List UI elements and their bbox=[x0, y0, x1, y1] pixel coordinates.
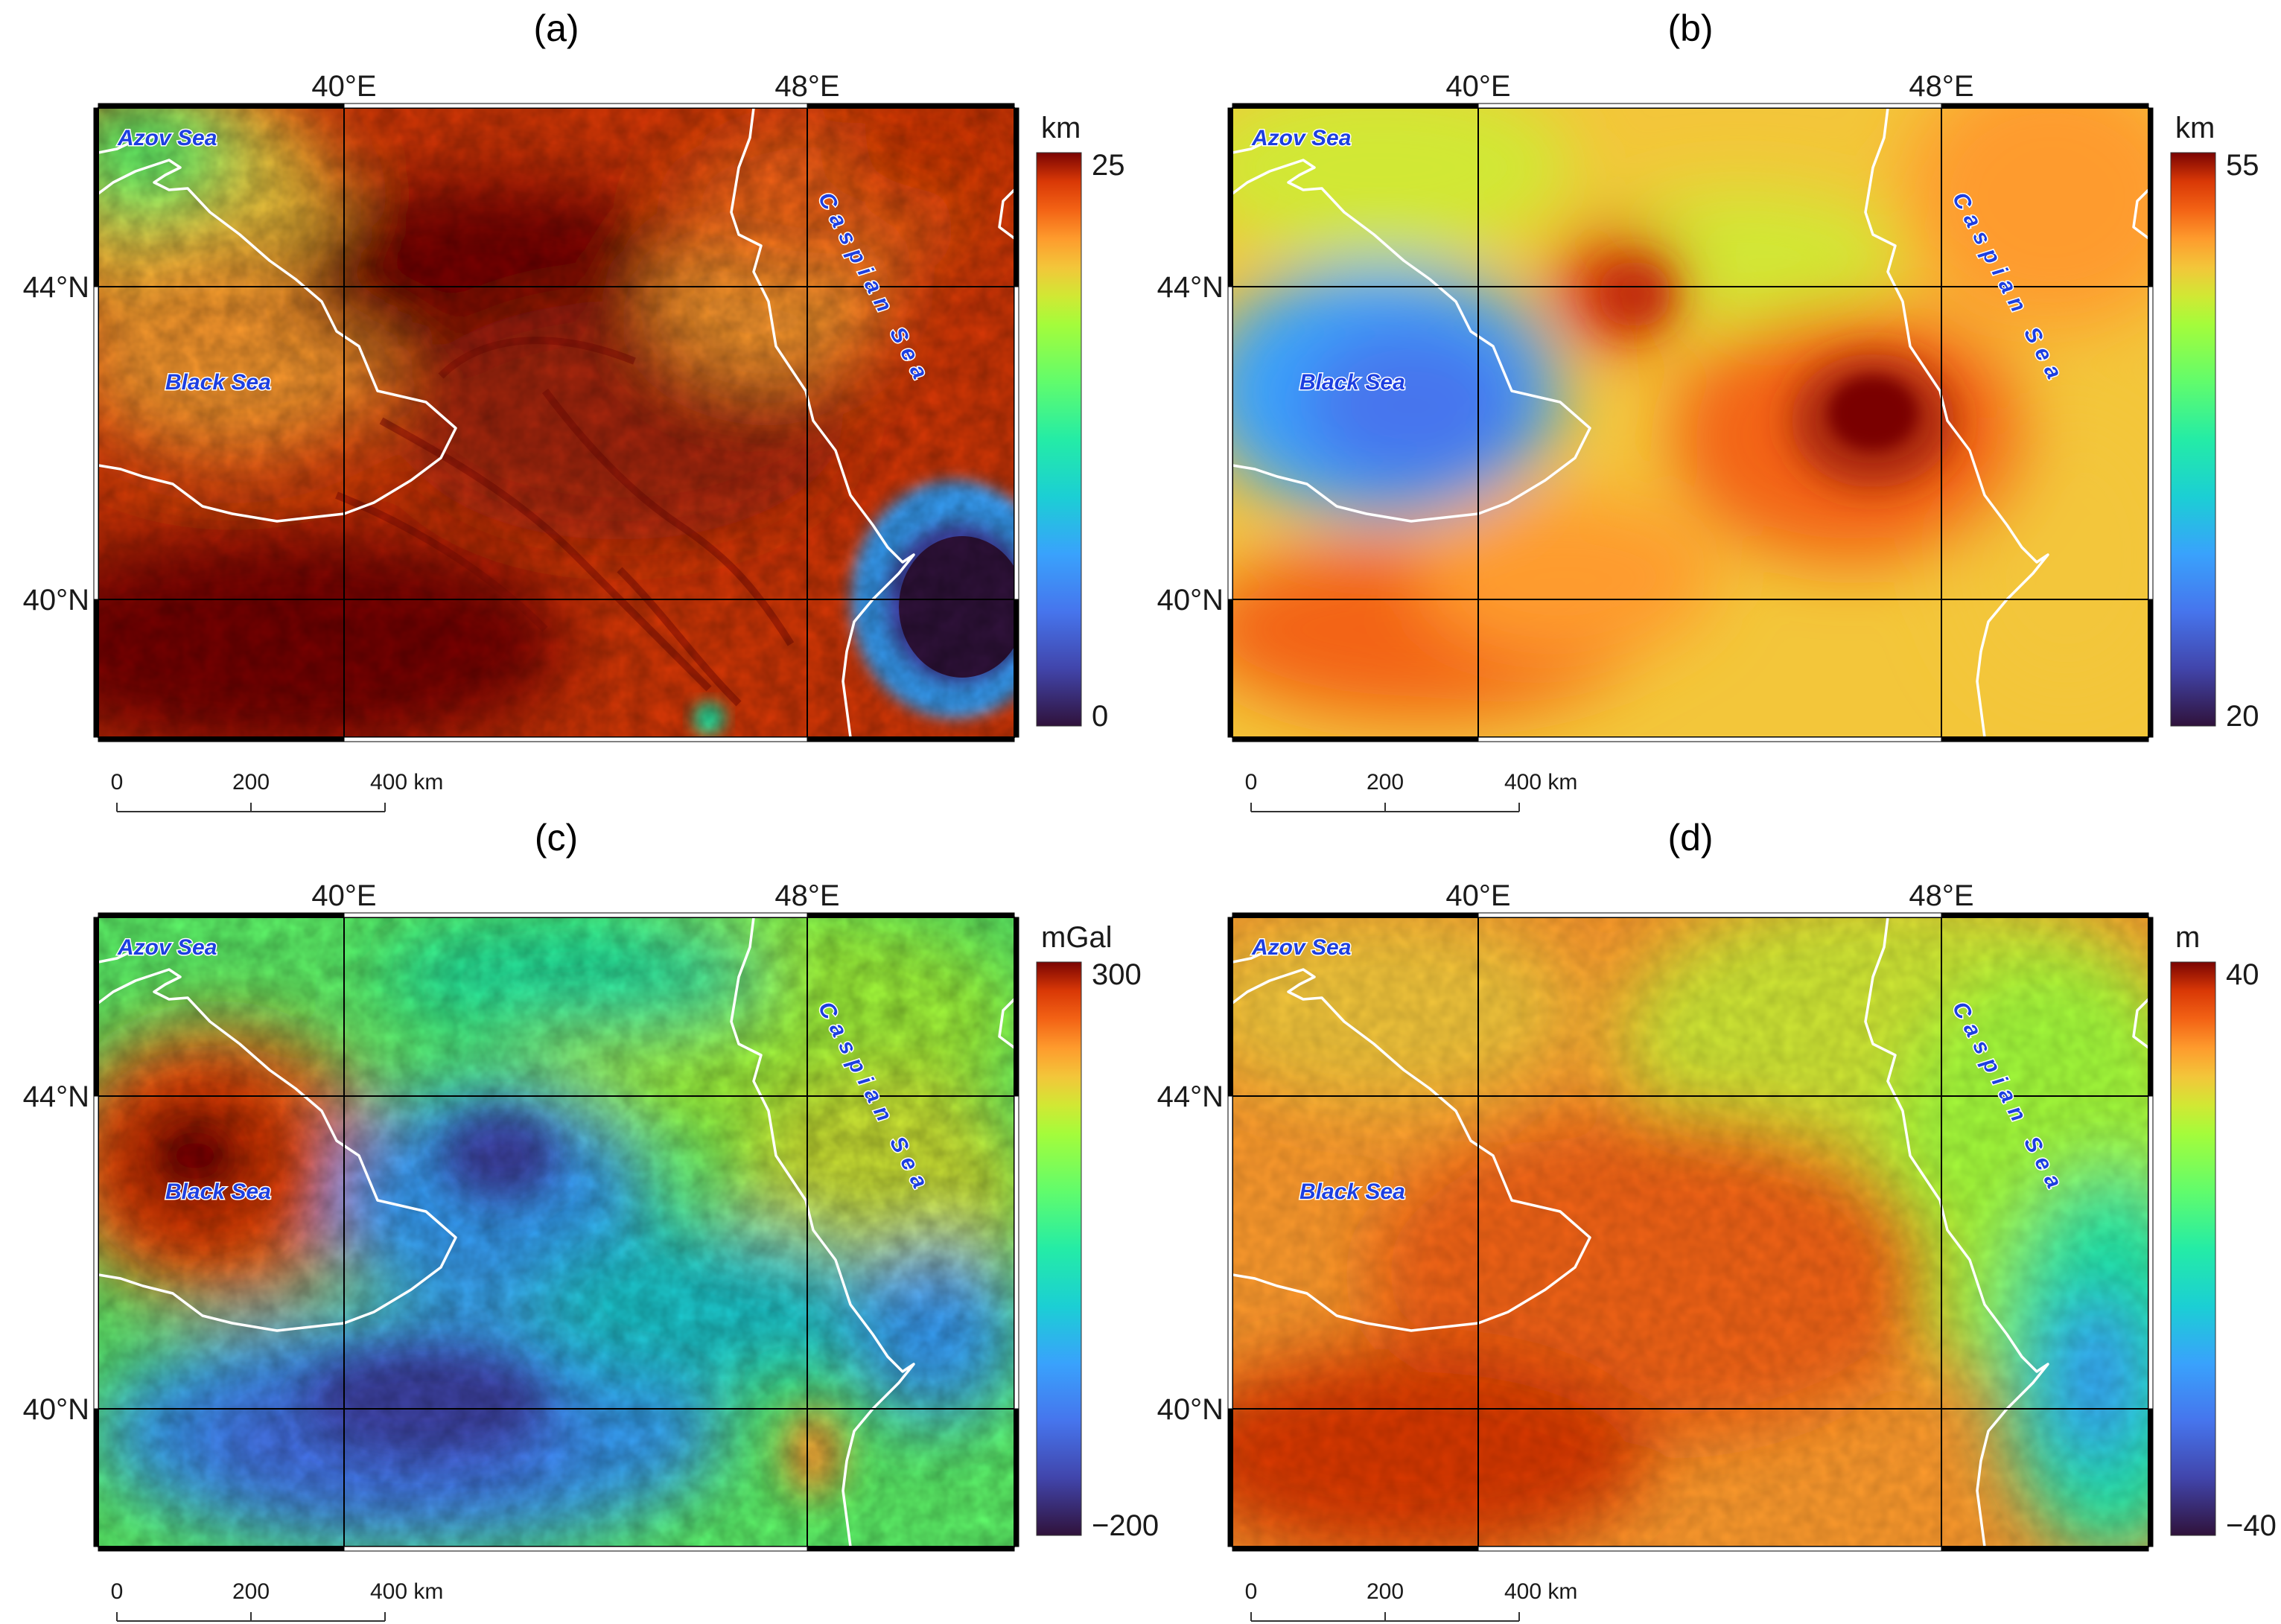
lat-label: 40°N bbox=[23, 1393, 89, 1426]
black-sea-label: Black Sea bbox=[1299, 1179, 1405, 1204]
scale-bar-label: 200 bbox=[232, 1579, 270, 1604]
colorbar-unit: mGal bbox=[1041, 921, 1113, 954]
scale-bar: 0 200 400 km bbox=[1245, 1579, 1577, 1622]
lon-label: 48°E bbox=[774, 70, 839, 103]
colorbar: m 40 −40 bbox=[2170, 921, 2277, 1542]
colorbar: mGal 300 −200 bbox=[1036, 921, 1159, 1542]
colorbar-max-label: 300 bbox=[1092, 958, 1142, 991]
colorbar-unit: km bbox=[1041, 112, 1081, 144]
lat-label: 44°N bbox=[23, 1080, 89, 1113]
colorbar-min-label: −40 bbox=[2226, 1509, 2277, 1542]
scale-bar-label: 200 bbox=[1367, 770, 1404, 795]
colorbar-ramp bbox=[2170, 961, 2216, 1536]
colorbar-ramp bbox=[1036, 961, 1082, 1536]
scale-bar-label: 200 bbox=[232, 770, 270, 795]
scale-bar: 0 200 400 km bbox=[111, 1579, 443, 1622]
colorbar-max-label: 55 bbox=[2226, 149, 2259, 182]
lon-label: 40°E bbox=[311, 879, 376, 912]
lat-label: 44°N bbox=[1157, 1080, 1224, 1113]
lon-label: 48°E bbox=[1909, 879, 1973, 912]
scale-bar: 0 200 400 km bbox=[111, 770, 443, 812]
scale-bar-label: 400 km bbox=[370, 770, 443, 795]
lon-label: 40°E bbox=[1445, 70, 1510, 103]
scale-bar-label: 0 bbox=[1245, 1579, 1258, 1604]
scale-bar-label: 200 bbox=[1367, 1579, 1404, 1604]
lat-label: 40°N bbox=[1157, 584, 1224, 617]
field-raster bbox=[1173, 888, 2223, 1558]
colorbar-ramp bbox=[2170, 152, 2216, 727]
field-raster bbox=[54, 902, 1029, 1550]
frame-ticks bbox=[1227, 912, 2154, 1552]
panel-letter: (d) bbox=[1667, 817, 1713, 859]
scale-bar-label: 0 bbox=[111, 1579, 124, 1604]
azov-sea-label: Azov Sea bbox=[1251, 126, 1351, 150]
frame-ticks bbox=[93, 912, 1019, 1552]
colorbar: km 55 20 bbox=[2170, 112, 2259, 733]
colorbar-min-label: 20 bbox=[2226, 700, 2259, 733]
lat-label: 44°N bbox=[1157, 271, 1224, 304]
panel-letter: (a) bbox=[533, 7, 579, 49]
frame-ticks bbox=[93, 103, 1019, 742]
lon-label: 48°E bbox=[774, 879, 839, 912]
colorbar-unit: km bbox=[2175, 112, 2215, 144]
azov-sea-label: Azov Sea bbox=[1251, 935, 1351, 960]
frame-ticks bbox=[1227, 103, 2154, 742]
azov-sea-label: Azov Sea bbox=[117, 935, 217, 960]
lat-label: 40°N bbox=[1157, 1393, 1224, 1426]
colorbar-max-label: 40 bbox=[2226, 958, 2259, 991]
lat-label: 44°N bbox=[23, 271, 89, 304]
black-sea-label: Black Sea bbox=[1299, 370, 1405, 395]
colorbar-min-label: 0 bbox=[1092, 700, 1108, 733]
colorbar: km 25 0 bbox=[1036, 112, 1125, 733]
scale-bar-label: 0 bbox=[1245, 770, 1258, 795]
scale-bar-label: 400 km bbox=[1504, 1579, 1577, 1604]
colorbar-ramp bbox=[1036, 152, 1082, 727]
lon-label: 48°E bbox=[1909, 70, 1973, 103]
azov-sea-label: Azov Sea bbox=[117, 126, 217, 150]
scale-bar-label: 400 km bbox=[370, 1579, 443, 1604]
scale-bar-label: 0 bbox=[111, 770, 124, 795]
colorbar-max-label: 25 bbox=[1092, 149, 1125, 182]
panel-letter: (b) bbox=[1667, 7, 1713, 49]
lon-label: 40°E bbox=[311, 70, 376, 103]
field-raster bbox=[1188, 63, 2201, 737]
panel-letter: (c) bbox=[535, 817, 578, 859]
black-sea-label: Black Sea bbox=[165, 1179, 271, 1204]
scale-bar-label: 400 km bbox=[1504, 770, 1577, 795]
colorbar-min-label: −200 bbox=[1092, 1509, 1159, 1542]
lat-label: 40°N bbox=[23, 584, 89, 617]
scale-bar: 0 200 400 km bbox=[1245, 770, 1577, 812]
lon-label: 40°E bbox=[1445, 879, 1510, 912]
black-sea-label: Black Sea bbox=[165, 370, 271, 395]
colorbar-unit: m bbox=[2175, 921, 2200, 954]
